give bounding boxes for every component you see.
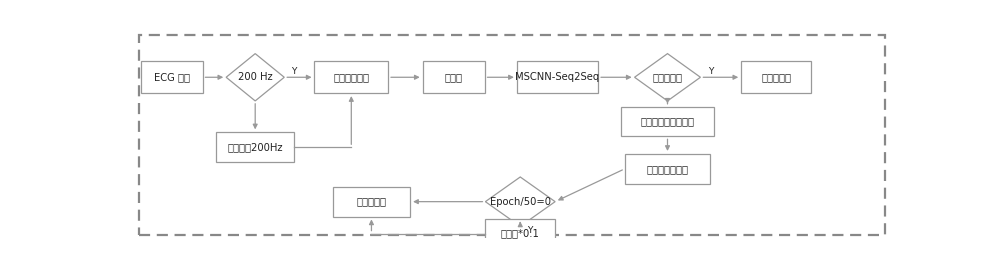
Text: 降采样到200Hz: 降采样到200Hz — [227, 142, 283, 152]
FancyBboxPatch shape — [333, 187, 410, 217]
Text: Y: Y — [527, 226, 532, 235]
Text: 标准化: 标准化 — [445, 72, 463, 82]
FancyBboxPatch shape — [140, 61, 202, 93]
Text: 测试和评估: 测试和评估 — [761, 72, 791, 82]
Text: Y: Y — [708, 66, 713, 76]
Text: Epoch/50=0: Epoch/50=0 — [490, 197, 551, 207]
FancyBboxPatch shape — [485, 219, 555, 248]
FancyBboxPatch shape — [423, 61, 485, 93]
Text: 训练集数据增强: 训练集数据增强 — [646, 164, 688, 174]
FancyBboxPatch shape — [741, 61, 811, 93]
Text: 学习率*0.1: 学习率*0.1 — [501, 229, 540, 238]
FancyBboxPatch shape — [216, 132, 294, 162]
Text: 切分训练集和验证集: 切分训练集和验证集 — [640, 116, 694, 127]
Text: 预训练权重: 预训练权重 — [652, 72, 682, 82]
Polygon shape — [485, 177, 555, 226]
Polygon shape — [635, 54, 700, 101]
Text: 切分等长信号: 切分等长信号 — [333, 72, 369, 82]
Text: 训练和验证: 训练和验证 — [356, 197, 386, 207]
Text: Y: Y — [291, 66, 296, 76]
FancyBboxPatch shape — [314, 61, 388, 93]
Text: ECG 数据: ECG 数据 — [154, 72, 190, 82]
FancyBboxPatch shape — [625, 154, 710, 184]
Polygon shape — [226, 54, 284, 101]
FancyBboxPatch shape — [621, 107, 714, 136]
FancyBboxPatch shape — [517, 61, 598, 93]
Text: MSCNN-Seq2Seq: MSCNN-Seq2Seq — [515, 72, 600, 82]
Text: 200 Hz: 200 Hz — [238, 72, 273, 82]
